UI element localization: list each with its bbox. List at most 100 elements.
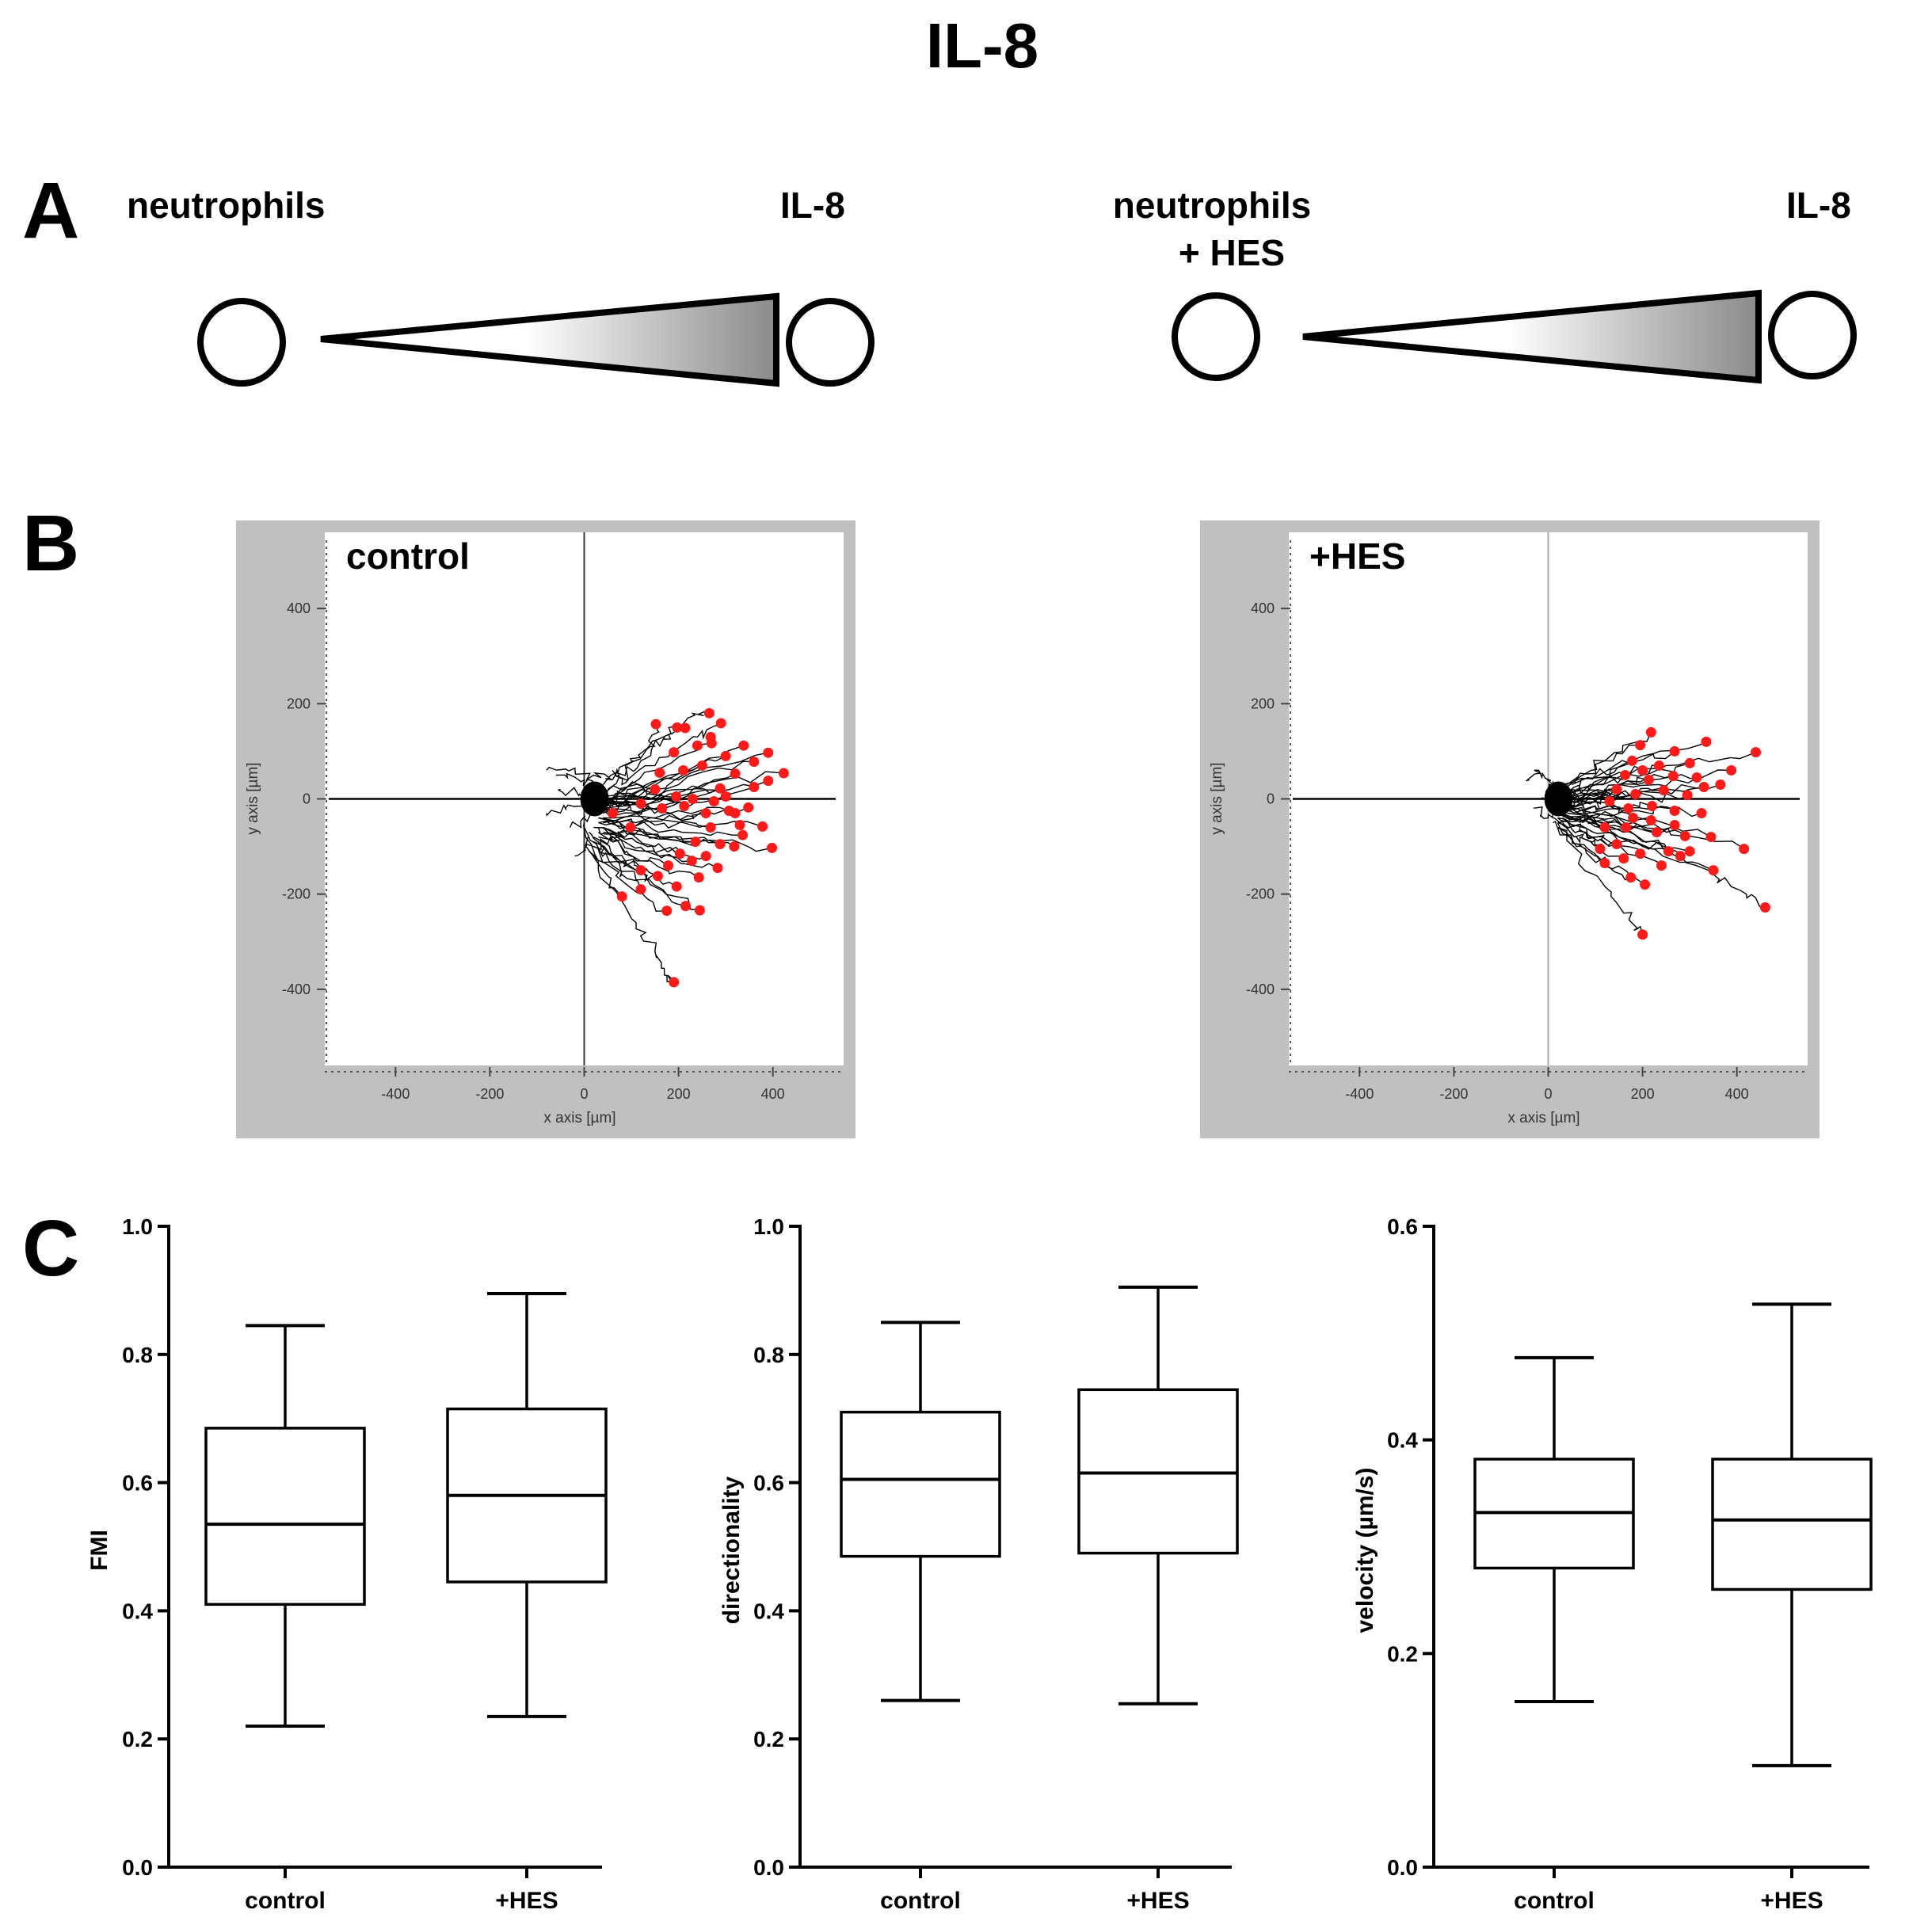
- x-axis-label: x axis [µm]: [1507, 1110, 1580, 1126]
- cell-track: [612, 724, 661, 786]
- track-endpoint: [616, 891, 627, 902]
- boxplot-fmi: 0.0 0.2 0.4 0.6 0.8 1.0 control +HES FMI: [86, 1214, 608, 1914]
- start-cluster: [1544, 781, 1573, 817]
- track-endpoint: [766, 842, 777, 853]
- y-tick-label: 0.8: [753, 1343, 784, 1367]
- panel-letter-c: C: [22, 1204, 79, 1293]
- cell-track: [588, 837, 642, 890]
- target-well-left: [786, 298, 875, 387]
- y-tick-label: 0.0: [122, 1855, 153, 1880]
- track-endpoint: [757, 821, 768, 832]
- track-endpoint: [1684, 757, 1695, 768]
- track-endpoint: [669, 747, 680, 758]
- cell-track: [1567, 817, 1714, 871]
- x-tick-label: +HES: [495, 1888, 558, 1914]
- track-endpoint: [671, 881, 682, 892]
- cell-track: [603, 831, 718, 869]
- cell-track: [603, 795, 726, 814]
- track-endpoint: [1625, 872, 1637, 883]
- y-axis-label: y axis [µm]: [1209, 762, 1225, 834]
- cell-track: [1553, 817, 1601, 850]
- track-endpoint: [1621, 822, 1632, 833]
- schematic-right-source-label: neutrophils: [1113, 185, 1311, 226]
- track-endpoint: [1708, 865, 1719, 876]
- track-endpoint: [1751, 747, 1761, 758]
- track-endpoint: [1656, 860, 1667, 871]
- track-endpoint: [650, 718, 661, 730]
- track-endpoint: [1635, 848, 1646, 859]
- y-tick-label: -400: [1246, 981, 1275, 997]
- x-tick-label: 200: [667, 1086, 691, 1102]
- track-endpoint: [729, 841, 740, 852]
- track-endpoint: [1604, 796, 1615, 807]
- track-endpoint: [635, 884, 646, 895]
- trajectory-plot-title: control: [346, 536, 470, 577]
- cell-track: [1557, 800, 1629, 814]
- schematic-right-target-label: IL-8: [1786, 185, 1851, 226]
- cell-track: [546, 766, 613, 781]
- x-tick-label: 400: [761, 1086, 785, 1102]
- y-tick-label: 0.0: [753, 1855, 784, 1880]
- iqr-box: [840, 1410, 1001, 1558]
- track-endpoint: [635, 865, 646, 876]
- track-endpoint: [1630, 788, 1641, 799]
- cell-track: [1566, 744, 1640, 786]
- panel-letter-a: A: [22, 166, 79, 255]
- track-endpoint: [1645, 726, 1656, 738]
- boxplot-velocity: 0.0 0.2 0.4 0.6 control +HES velocity (µm/s): [1352, 1214, 1873, 1914]
- y-tick-label: -200: [1246, 886, 1275, 902]
- cell-track: [1562, 787, 1664, 805]
- schematic-left: neutrophils IL-8: [127, 185, 875, 387]
- track-endpoint: [680, 901, 692, 912]
- track-endpoint: [700, 808, 711, 819]
- track-endpoint: [1599, 858, 1610, 869]
- track-endpoint: [1637, 929, 1648, 940]
- track-endpoint: [671, 791, 682, 802]
- x-tick-label: -200: [475, 1086, 504, 1102]
- track-endpoint: [635, 799, 646, 810]
- track-endpoint: [1691, 772, 1702, 783]
- track-endpoint: [657, 803, 668, 814]
- cell-track: [1553, 821, 1606, 863]
- track-endpoint: [1618, 853, 1629, 864]
- cell-track: [1557, 812, 1626, 829]
- y-tick-label: 1.0: [122, 1214, 153, 1239]
- track-endpoint: [1759, 902, 1770, 913]
- y-axis-label: FMI: [86, 1530, 112, 1571]
- x-tick-label: control: [880, 1888, 961, 1914]
- x-tick-label: -400: [1345, 1086, 1374, 1102]
- cell-track: [1562, 774, 1625, 795]
- iqr-box: [204, 1427, 366, 1607]
- y-tick-label: 0.2: [122, 1727, 153, 1751]
- y-axis-label: y axis [µm]: [245, 762, 261, 834]
- source-well-left: [197, 298, 286, 387]
- cell-track: [598, 752, 768, 800]
- y-tick-label: 0.4: [1387, 1428, 1418, 1453]
- track-endpoint: [607, 808, 618, 819]
- track-endpoint: [1705, 832, 1717, 843]
- track-endpoint: [694, 905, 705, 916]
- track-endpoint: [1684, 846, 1695, 857]
- track-endpoint: [734, 820, 745, 831]
- schematic-left-source-label: neutrophils: [127, 185, 325, 226]
- iqr-box: [1711, 1458, 1873, 1591]
- y-tick-label: 400: [287, 600, 311, 616]
- schematic-right-source-label-line2: + HES: [1179, 232, 1285, 273]
- track-endpoint: [662, 860, 673, 871]
- cell-track: [1561, 760, 1633, 790]
- y-tick-label: 0.0: [1387, 1855, 1418, 1880]
- track-endpoint: [1669, 820, 1680, 831]
- cell-track: [1562, 804, 1675, 814]
- track-endpoint: [679, 801, 690, 812]
- track-endpoint: [763, 747, 774, 758]
- track-endpoint: [669, 977, 680, 988]
- track-endpoint: [1611, 839, 1622, 850]
- y-tick-label: 400: [1251, 600, 1275, 616]
- cell-track: [602, 709, 710, 785]
- panel-letter-b: B: [22, 499, 79, 588]
- track-endpoint: [1623, 803, 1634, 814]
- track-endpoint: [1643, 774, 1654, 785]
- y-tick-label: 0: [303, 791, 311, 807]
- cell-track: [597, 841, 700, 911]
- track-endpoint: [1669, 806, 1680, 817]
